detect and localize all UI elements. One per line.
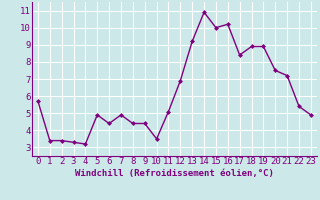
X-axis label: Windchill (Refroidissement éolien,°C): Windchill (Refroidissement éolien,°C) (75, 169, 274, 178)
